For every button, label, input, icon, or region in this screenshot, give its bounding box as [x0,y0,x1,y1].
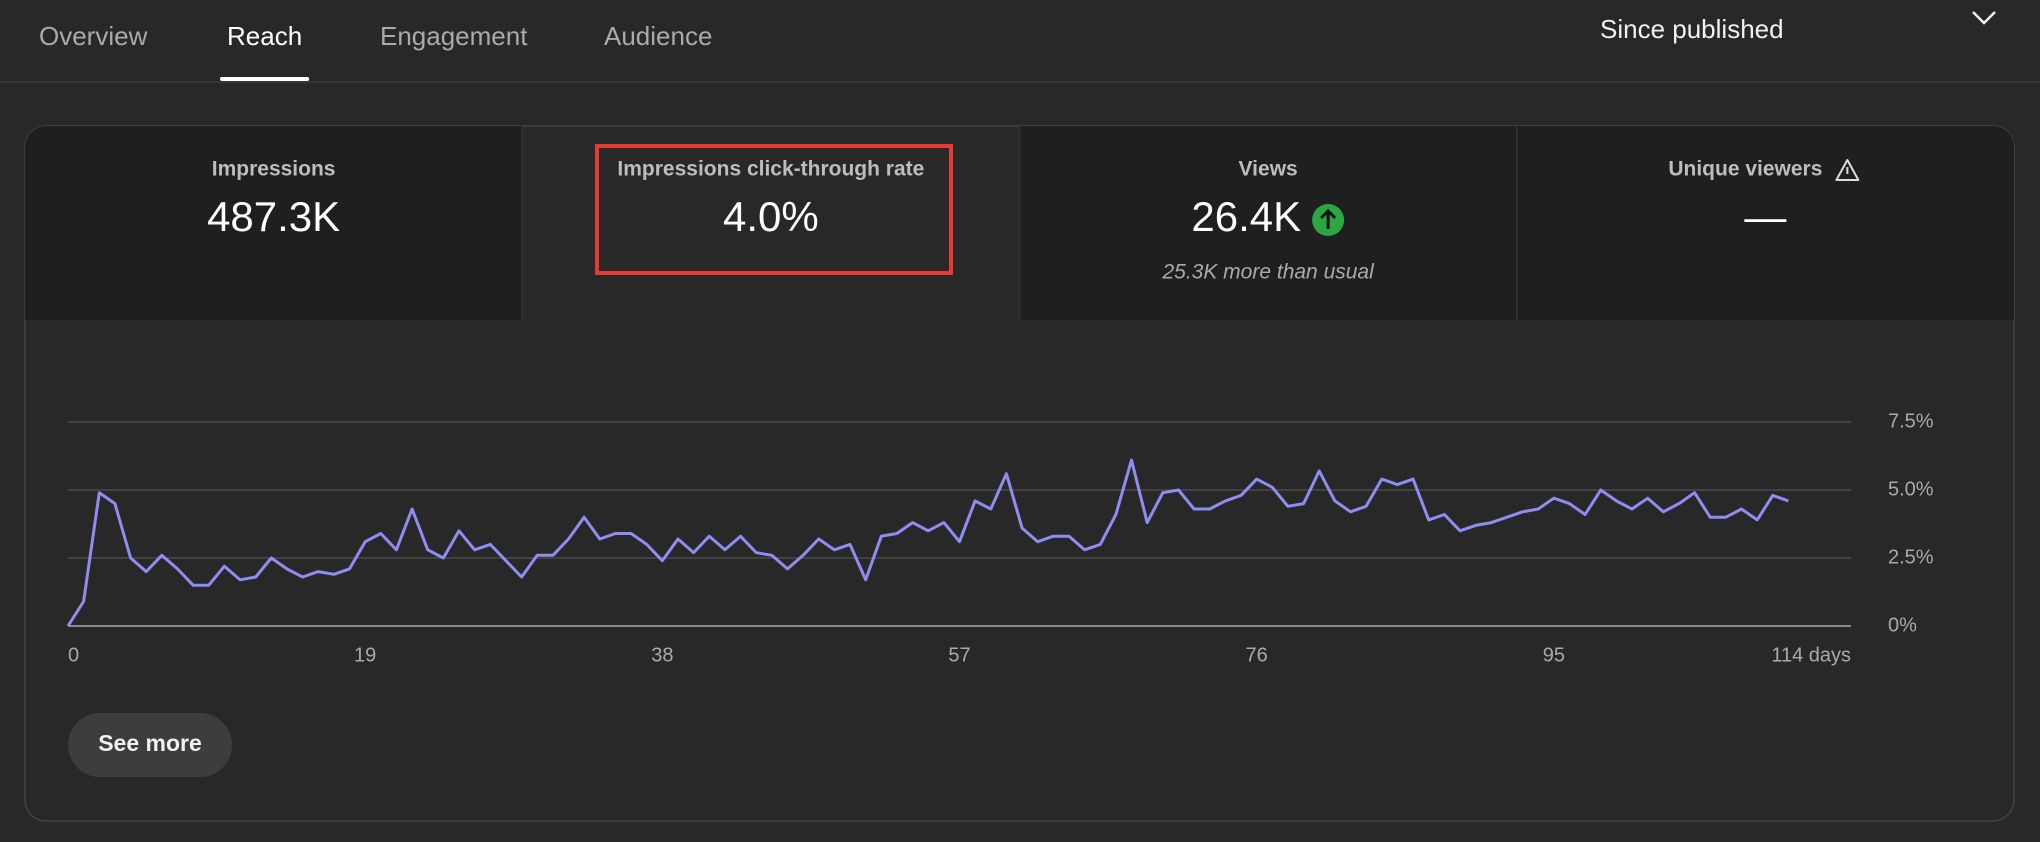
x-tick-label: 95 [1543,644,1565,666]
tab[interactable]: Reach [227,21,302,51]
tab-underline [220,77,310,81]
metric-tile[interactable] [25,126,523,320]
x-tick-label: 114 days [1771,644,1851,666]
warning-icon [1835,159,1860,181]
metric-label: Impressions [212,158,336,181]
tab[interactable]: Engagement [380,21,528,51]
tab[interactable]: Audience [604,21,712,51]
x-tick-label: 19 [354,644,376,666]
metric-label: Unique viewers [1668,158,1822,181]
date-range[interactable]: Since published [1600,14,1784,44]
y-tick-label: 0% [1888,614,1917,636]
ctr-line [66,458,1789,627]
metric-tile[interactable] [1516,126,2014,320]
see-more-label[interactable]: See more [98,730,202,756]
metric-value: 4.0% [723,193,819,240]
trend-up-arrow [1320,208,1337,229]
metric-value: 487.3K [207,193,340,240]
y-tick-label: 5.0% [1888,478,1934,500]
metric-label: Views [1239,158,1298,181]
x-tick-label: 38 [651,644,673,666]
y-tick-label: 2.5% [1888,546,1934,568]
y-tick-label: 7.5% [1888,410,1934,432]
metric-value: — [1744,193,1786,240]
metric-label: Impressions click-through rate [617,158,924,181]
highlight-box [595,144,953,275]
see-more-button[interactable] [68,713,232,777]
metric-tile[interactable] [1019,126,1517,320]
tab[interactable]: Overview [39,21,148,51]
metric-note: 25.3K more than usual [1161,261,1375,284]
dropdown-chevron[interactable] [1972,11,1996,25]
x-tick-label: 76 [1246,644,1268,666]
x-tick-label: 0 [68,644,79,666]
x-tick-label: 57 [948,644,970,666]
metric-value: 26.4K [1191,193,1301,240]
